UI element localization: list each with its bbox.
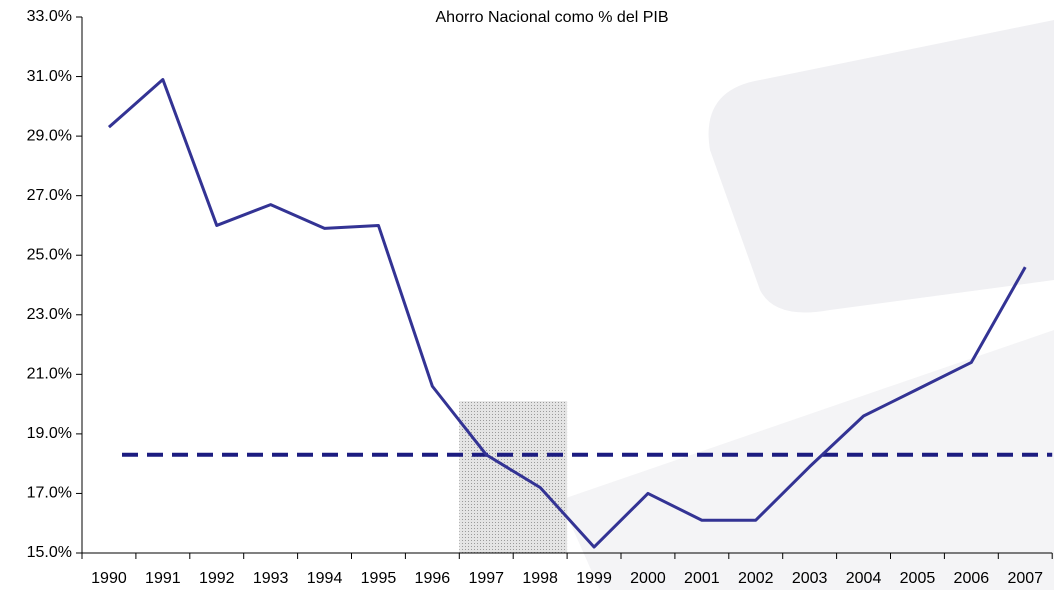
watermark	[560, 330, 1054, 590]
x-tick-label: 1993	[253, 570, 289, 587]
x-tick-label: 1994	[307, 570, 343, 587]
chart-title: Ahorro Nacional como % del PIB	[436, 9, 669, 26]
watermark	[708, 20, 1054, 313]
x-tick-label: 1996	[415, 570, 451, 587]
y-tick-label: 33.0%	[27, 8, 72, 25]
y-tick-label: 31.0%	[27, 68, 72, 85]
y-tick-label: 27.0%	[27, 187, 72, 204]
y-tick-label: 15.0%	[27, 544, 72, 561]
y-tick-label: 19.0%	[27, 425, 72, 442]
x-tick-label: 2007	[1007, 570, 1043, 587]
x-tick-label: 1992	[199, 570, 235, 587]
x-tick-label: 2005	[900, 570, 936, 587]
x-tick-label: 1991	[145, 570, 181, 587]
y-tick-label: 23.0%	[27, 306, 72, 323]
data-line	[107, 78, 1027, 549]
shaded-region	[459, 401, 568, 553]
x-tick-label: 2000	[630, 570, 666, 587]
x-tick-label: 1999	[576, 570, 612, 587]
y-tick-label: 17.0%	[27, 485, 72, 502]
x-tick-label: 2003	[792, 570, 828, 587]
x-tick-label: 1995	[361, 570, 397, 587]
x-tick-label: 1997	[468, 570, 504, 587]
y-tick-label: 21.0%	[27, 366, 72, 383]
x-tick-label: 1990	[91, 570, 127, 587]
x-tick-label: 2004	[846, 570, 882, 587]
x-tick-label: 2002	[738, 570, 774, 587]
x-tick-label: 2001	[684, 570, 720, 587]
y-tick-label: 25.0%	[27, 246, 72, 263]
y-tick-label: 29.0%	[27, 127, 72, 144]
x-tick-label: 2006	[954, 570, 990, 587]
x-tick-label: 1998	[522, 570, 558, 587]
